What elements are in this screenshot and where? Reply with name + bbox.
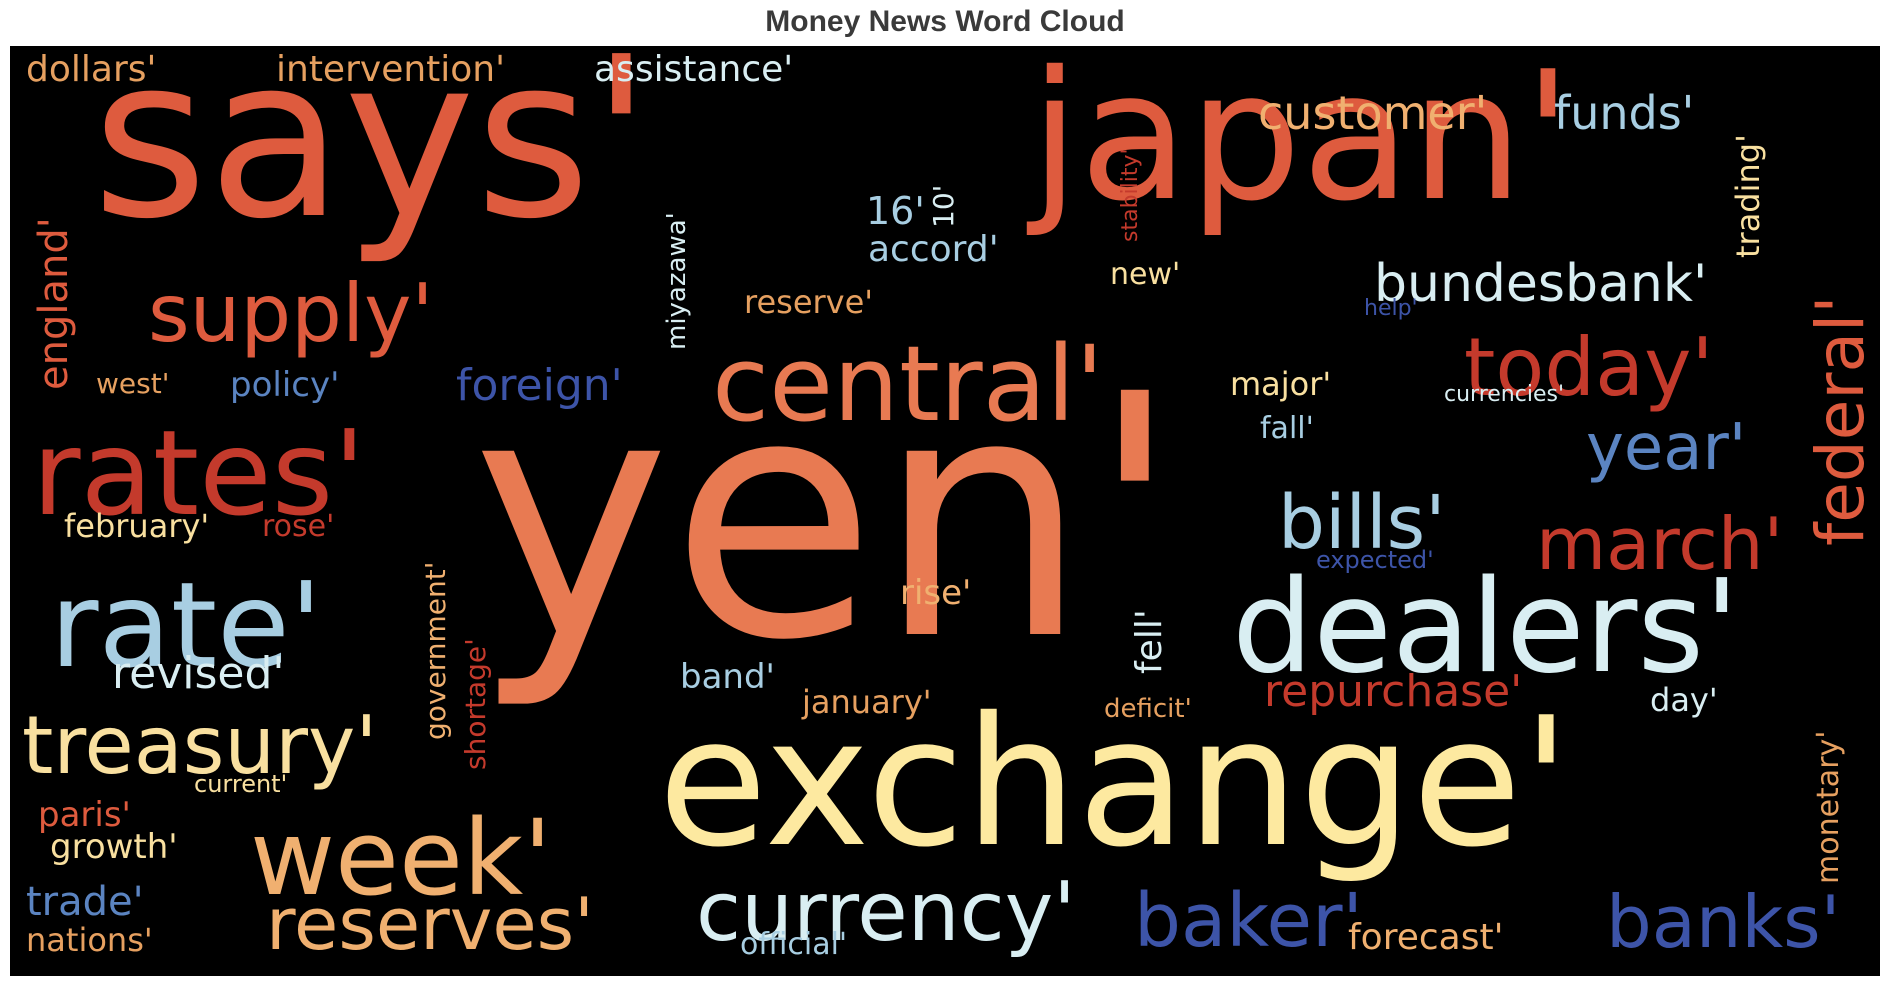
word-official: official' — [740, 927, 848, 962]
word-intervention: intervention' — [276, 49, 506, 90]
word-yen: yen' — [472, 324, 1181, 714]
word-growth: growth' — [50, 827, 178, 867]
word-rose: rose' — [262, 509, 335, 544]
word-england: england' — [31, 217, 77, 390]
word-cloud: says' japan' yen' exchange' dealers' cen… — [10, 46, 1880, 976]
word-bundesbank: bundesbank' — [1374, 254, 1708, 314]
word-rise: rise' — [900, 573, 972, 613]
word-bills: bills' — [1278, 480, 1446, 566]
word-current: current' — [194, 770, 288, 798]
word-rate: rate' — [50, 556, 323, 694]
word-policy: policy' — [230, 365, 340, 405]
word-fell: fell' — [1129, 609, 1170, 674]
word-help: help' — [1364, 296, 1418, 321]
word-treasury: treasury' — [22, 699, 378, 792]
word-miyazawa: miyazawa' — [662, 212, 692, 350]
word-week: week' — [250, 797, 552, 919]
chart-title: Money News Word Cloud — [765, 5, 1125, 38]
word-west: west' — [96, 367, 170, 400]
word-government: government' — [419, 561, 452, 740]
word-stability: stability' — [1118, 148, 1143, 242]
word-currencies: currencies' — [1444, 382, 1564, 407]
word-dealers: dealers' — [1232, 553, 1740, 702]
word-revised: revised' — [112, 648, 285, 699]
word-central: central' — [712, 323, 1104, 445]
word-supply: supply' — [148, 267, 434, 360]
word-dollars: dollars' — [26, 49, 157, 90]
word-federal: federal' — [1802, 295, 1879, 546]
word-says: says' — [92, 46, 652, 268]
word-foreign: foreign' — [456, 360, 623, 411]
word-reserve: reserve' — [744, 283, 874, 321]
word-shortage: shortage' — [459, 638, 492, 770]
word-banks: banks' — [1606, 880, 1841, 964]
word-ten: 10' — [927, 184, 960, 228]
word-nations: nations' — [26, 921, 153, 959]
word-funds: funds' — [1554, 86, 1695, 140]
word-trading: trading' — [1729, 134, 1767, 258]
word-assistance: assistance' — [594, 49, 794, 90]
word-new: new' — [1110, 257, 1181, 292]
word-currency: currency' — [696, 865, 1076, 960]
word-forecast: forecast' — [1348, 917, 1504, 958]
word-fall: fall' — [1260, 411, 1314, 446]
word-today: today' — [1464, 321, 1714, 414]
word-baker: baker' — [1134, 878, 1363, 964]
word-japan: japan' — [1030, 46, 1573, 240]
word-february: february' — [64, 507, 210, 545]
word-band: band' — [680, 657, 775, 697]
word-customer: customer' — [1258, 86, 1488, 140]
word-monetary: monetary' — [1811, 730, 1846, 884]
word-day: day' — [1650, 681, 1718, 719]
word-paris: paris' — [38, 795, 131, 835]
word-repurchase: repurchase' — [1264, 666, 1523, 717]
word-sixteen: 16' — [866, 189, 925, 233]
word-major: major' — [1230, 365, 1332, 403]
word-expected: expected' — [1316, 546, 1434, 574]
word-rates: rates' — [32, 404, 366, 542]
word-exchange: exchange' — [658, 679, 1571, 886]
word-year: year' — [1586, 411, 1747, 485]
word-accord: accord' — [868, 229, 999, 270]
word-reserves: reserves' — [266, 882, 594, 966]
word-january: january' — [802, 683, 932, 721]
word-trade: trade' — [26, 879, 144, 925]
word-march: march' — [1536, 502, 1784, 586]
word-deficit: deficit' — [1104, 694, 1192, 724]
